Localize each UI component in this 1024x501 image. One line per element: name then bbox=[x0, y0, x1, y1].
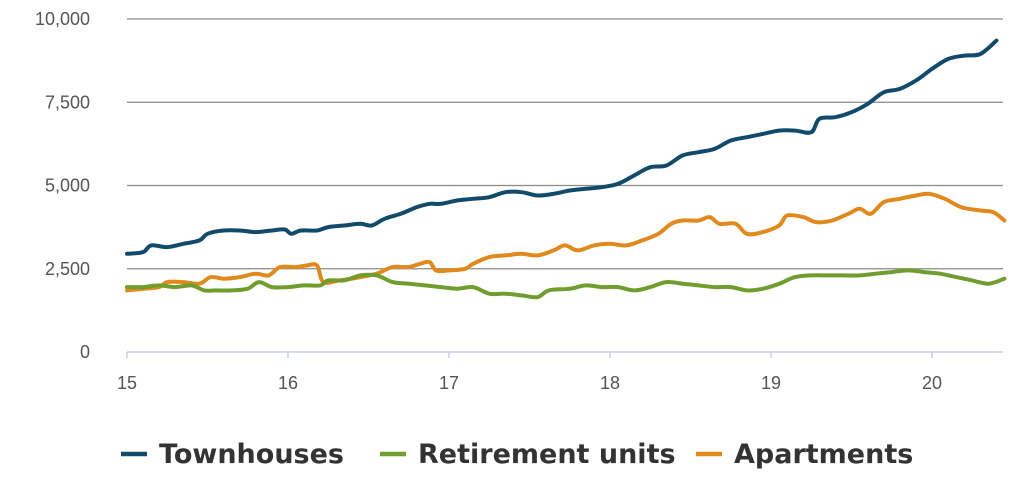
grid-lines bbox=[127, 18, 1003, 353]
y-tick-label: 10,000 bbox=[35, 9, 90, 29]
series-line-townhouses bbox=[125, 38, 999, 256]
legend-label-townhouses: Townhouses bbox=[159, 439, 344, 470]
legend: Townhouses Retirement units Apartments bbox=[121, 439, 913, 470]
x-tick-label: 17 bbox=[439, 373, 459, 393]
x-axis-ticks: 15 16 17 18 19 20 bbox=[117, 352, 942, 393]
x-tick-label: 15 bbox=[117, 373, 137, 393]
legend-label-retirement-units: Retirement units bbox=[418, 439, 676, 470]
series-line-apartments bbox=[125, 191, 1007, 293]
y-axis-ticks: 0 2,500 5,000 7,500 10,000 bbox=[35, 9, 90, 362]
y-tick-label: 2,500 bbox=[45, 259, 90, 279]
series-line-retirement-units bbox=[125, 268, 1007, 300]
y-tick-label: 7,500 bbox=[45, 92, 90, 112]
y-tick-label: 5,000 bbox=[45, 176, 90, 196]
x-tick-label: 19 bbox=[761, 373, 781, 393]
series-lines bbox=[125, 38, 1007, 300]
x-tick-label: 20 bbox=[922, 373, 942, 393]
x-tick-label: 16 bbox=[278, 373, 298, 393]
y-tick-label: 0 bbox=[80, 342, 90, 362]
x-tick-label: 18 bbox=[600, 373, 620, 393]
legend-label-apartments: Apartments bbox=[734, 439, 913, 470]
